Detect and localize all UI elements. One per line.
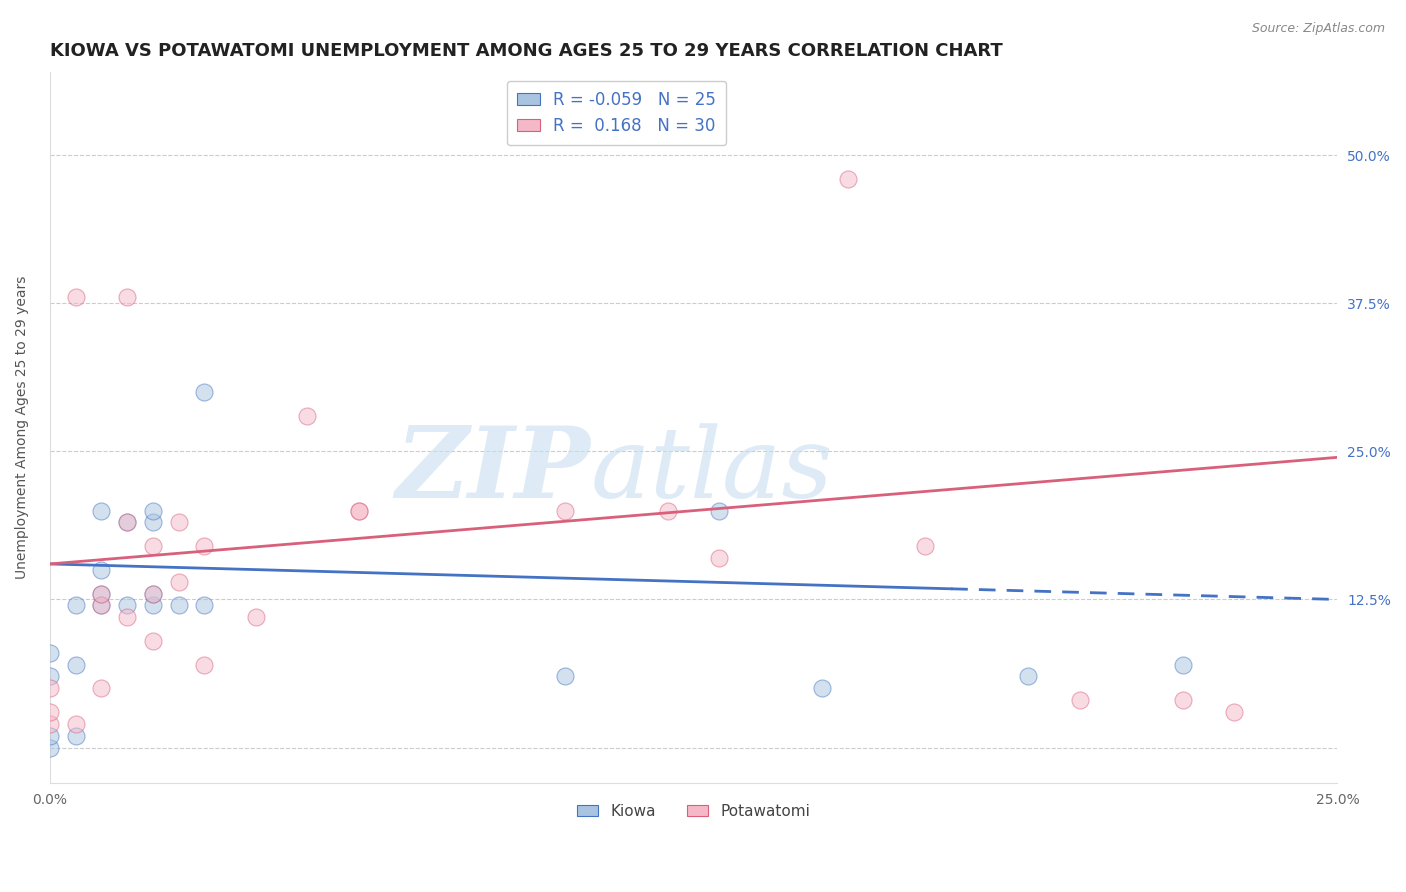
- Point: [142, 586, 165, 600]
- Point: [193, 385, 215, 400]
- Text: Source: ZipAtlas.com: Source: ZipAtlas.com: [1251, 22, 1385, 36]
- Text: atlas: atlas: [591, 423, 834, 518]
- Point: [90, 599, 112, 613]
- Point: [837, 172, 859, 186]
- Point: [115, 610, 138, 624]
- Point: [38, 716, 60, 731]
- Point: [90, 503, 112, 517]
- Point: [193, 539, 215, 553]
- Point: [90, 599, 112, 613]
- Point: [1069, 693, 1091, 707]
- Point: [38, 669, 60, 683]
- Point: [65, 290, 87, 304]
- Point: [1171, 693, 1194, 707]
- Point: [65, 716, 87, 731]
- Point: [554, 669, 576, 683]
- Point: [142, 634, 165, 648]
- Point: [657, 503, 679, 517]
- Point: [193, 599, 215, 613]
- Point: [914, 539, 936, 553]
- Point: [115, 599, 138, 613]
- Y-axis label: Unemployment Among Ages 25 to 29 years: Unemployment Among Ages 25 to 29 years: [15, 276, 30, 580]
- Point: [167, 516, 190, 530]
- Point: [811, 681, 834, 696]
- Point: [167, 574, 190, 589]
- Point: [142, 503, 165, 517]
- Text: ZIP: ZIP: [395, 422, 591, 518]
- Point: [38, 705, 60, 719]
- Point: [38, 646, 60, 660]
- Point: [65, 657, 87, 672]
- Point: [90, 586, 112, 600]
- Legend: Kiowa, Potawatomi: Kiowa, Potawatomi: [571, 798, 817, 825]
- Point: [65, 729, 87, 743]
- Point: [709, 503, 731, 517]
- Point: [709, 551, 731, 566]
- Point: [115, 516, 138, 530]
- Point: [38, 681, 60, 696]
- Point: [90, 563, 112, 577]
- Point: [90, 586, 112, 600]
- Point: [142, 599, 165, 613]
- Point: [193, 657, 215, 672]
- Point: [115, 290, 138, 304]
- Point: [245, 610, 267, 624]
- Point: [142, 586, 165, 600]
- Point: [142, 516, 165, 530]
- Point: [297, 409, 319, 423]
- Point: [1171, 657, 1194, 672]
- Point: [1017, 669, 1039, 683]
- Point: [554, 503, 576, 517]
- Point: [347, 503, 370, 517]
- Point: [38, 729, 60, 743]
- Point: [1223, 705, 1246, 719]
- Text: KIOWA VS POTAWATOMI UNEMPLOYMENT AMONG AGES 25 TO 29 YEARS CORRELATION CHART: KIOWA VS POTAWATOMI UNEMPLOYMENT AMONG A…: [49, 42, 1002, 60]
- Point: [115, 516, 138, 530]
- Point: [90, 681, 112, 696]
- Point: [142, 539, 165, 553]
- Point: [38, 740, 60, 755]
- Point: [65, 599, 87, 613]
- Point: [347, 503, 370, 517]
- Point: [167, 599, 190, 613]
